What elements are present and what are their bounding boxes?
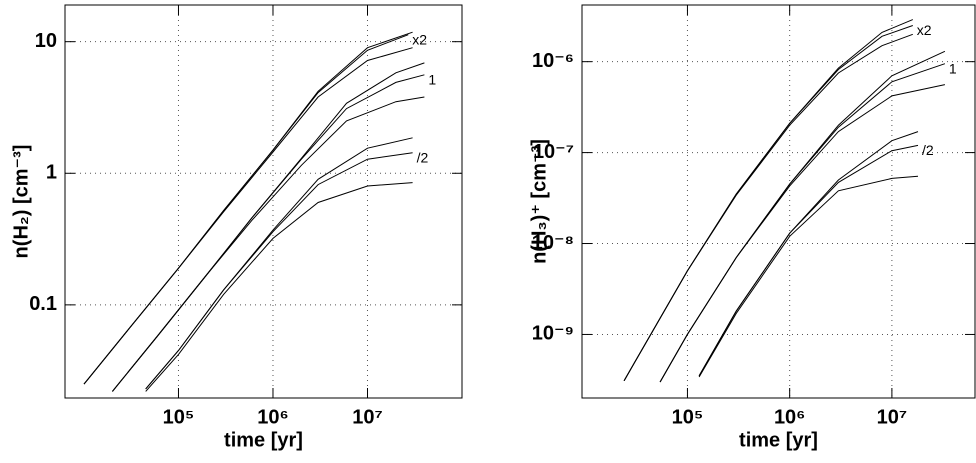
curve — [698, 131, 919, 377]
plot-frame — [581, 4, 976, 399]
curve — [145, 137, 413, 390]
curve-label: /2 — [417, 150, 429, 166]
x-axis-title: time [yr] — [739, 429, 818, 451]
curve — [83, 34, 409, 385]
curve — [112, 74, 425, 392]
curve — [623, 33, 913, 381]
curve-label: x2 — [412, 31, 427, 47]
curve — [698, 144, 919, 377]
curve — [112, 62, 425, 392]
curve-label: 1 — [949, 60, 957, 76]
curve — [112, 96, 425, 392]
curve-label: 1 — [428, 72, 436, 88]
curve-label: x2 — [917, 22, 932, 38]
y-tick-label: 10 — [35, 30, 57, 52]
curve — [83, 31, 413, 385]
curve — [623, 19, 913, 381]
y-axis-title: n(H₂) [cm⁻³] — [10, 145, 32, 259]
y-tick-label: 10⁻⁶ — [532, 50, 574, 72]
y-tick-label: 0.1 — [29, 293, 57, 315]
x-tick-label: 10⁵ — [672, 406, 704, 428]
y-axis-title: n(H₃)⁺ [cm⁻³] — [528, 139, 550, 264]
curve — [145, 152, 413, 390]
curve-label: /2 — [922, 142, 934, 158]
x-tick-label: 10⁶ — [774, 406, 805, 428]
curve — [698, 175, 919, 378]
y-tick-label: 1 — [46, 162, 57, 184]
x-tick-label: 10⁷ — [352, 406, 383, 428]
curve — [145, 182, 413, 392]
curve — [659, 84, 946, 383]
curve — [659, 50, 946, 383]
x-axis-title: time [yr] — [224, 429, 303, 451]
x-tick-label: 10⁵ — [163, 406, 195, 428]
plot-frame — [64, 4, 463, 399]
curve — [623, 25, 913, 381]
y-tick-label: 10⁻⁸ — [532, 232, 574, 254]
y-tick-label: 10⁻⁹ — [532, 323, 574, 345]
y-tick-label: 10⁻⁷ — [533, 141, 574, 163]
x-tick-label: 10⁷ — [877, 406, 908, 428]
curve — [83, 47, 413, 385]
x-tick-label: 10⁶ — [257, 406, 288, 428]
